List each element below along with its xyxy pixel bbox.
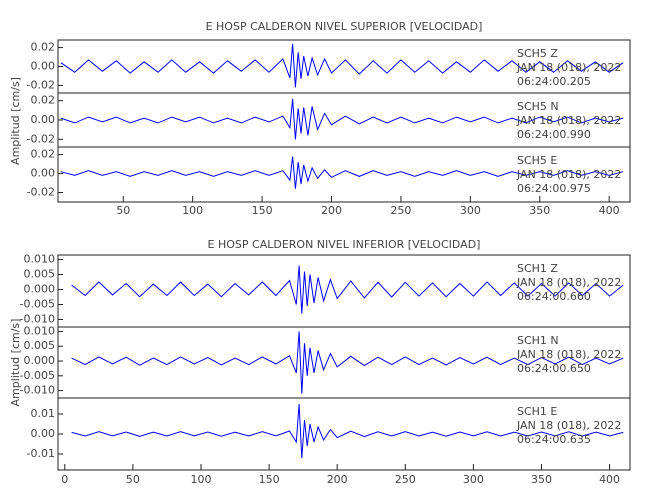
trace-date: JAN 18 (018), 2022 [516,419,621,432]
chart-title: E HOSP CALDERON NIVEL SUPERIOR [VELOCIDA… [206,20,483,33]
y-tick-label: 0.00 [31,427,56,440]
x-tick-label: 50 [126,473,140,486]
y-tick-label: -0.01 [27,447,55,460]
panel-frame [57,146,631,203]
y-tick-label: 0.010 [24,324,56,337]
waveform [60,156,624,189]
trace-station: SCH5 Z [517,47,558,60]
x-tick-label: 200 [321,204,342,217]
trace-station: SCH1 N [517,334,559,347]
x-tick-label: 250 [395,473,416,486]
chart-title: E HOSP CALDERON NIVEL INFERIOR [VELOCIDA… [208,238,481,251]
trace-station: SCH5 E [517,154,557,167]
y-tick-label: -0.005 [20,369,55,382]
trace-date: JAN 18 (018), 2022 [516,114,621,127]
trace-station: SCH5 N [517,100,559,113]
trace-date: JAN 18 (018), 2022 [516,348,621,361]
trace-time: 06:24:00.660 [517,290,591,303]
y-tick-label: 0.000 [24,283,56,296]
y-tick-label: 0.01 [31,407,56,420]
x-tick-label: 100 [191,473,212,486]
y-axis-label: Amplitud [cm/s] [9,77,22,165]
trace-time: 06:24:00.650 [517,362,591,375]
y-tick-label: 0.00 [31,167,56,180]
y-tick-label: -0.010 [20,313,55,326]
y-tick-label: 0.010 [24,253,56,266]
y-tick-label: 0.02 [31,148,56,161]
waveform [60,43,624,88]
y-tick-label: -0.02 [27,186,55,199]
y-tick-label: -0.02 [27,132,55,145]
waveform [60,98,624,140]
waveform [71,265,624,314]
y-axis-label: Amplitud [cm/s] [9,319,22,407]
trace-date: JAN 18 (018), 2022 [516,276,621,289]
x-tick-label: 0 [61,473,68,486]
x-tick-label: 350 [531,473,552,486]
waveform [71,403,624,459]
trace-time: 06:24:00.990 [517,128,591,141]
x-tick-label: 300 [460,204,481,217]
x-tick-label: 250 [390,204,411,217]
y-tick-label: 0.000 [24,354,56,367]
y-tick-label: -0.005 [20,298,55,311]
x-tick-label: 300 [463,473,484,486]
trace-station: SCH1 E [517,405,557,418]
y-tick-label: 0.02 [31,94,56,107]
x-tick-label: 400 [599,204,620,217]
trace-date: JAN 18 (018), 2022 [516,168,621,181]
x-tick-label: 100 [182,204,203,217]
y-tick-label: 0.005 [24,339,56,352]
trace-time: 06:24:00.975 [517,182,591,195]
x-tick-label: 50 [116,204,130,217]
trace-time: 06:24:00.205 [517,75,591,88]
y-tick-label: 0.005 [24,268,56,281]
x-tick-label: 350 [529,204,550,217]
trace-time: 06:24:00.635 [517,433,591,446]
x-tick-label: 400 [599,473,620,486]
waveform [71,331,624,394]
y-tick-label: -0.010 [20,384,55,397]
y-tick-label: 0.02 [31,41,56,54]
y-tick-label: 0.00 [31,60,56,73]
trace-date: JAN 18 (018), 2022 [516,61,621,74]
x-tick-label: 200 [327,473,348,486]
x-tick-label: 150 [252,204,273,217]
x-tick-label: 150 [259,473,280,486]
y-tick-label: -0.02 [27,78,55,91]
trace-station: SCH1 Z [517,262,558,275]
y-tick-label: 0.00 [31,113,56,126]
